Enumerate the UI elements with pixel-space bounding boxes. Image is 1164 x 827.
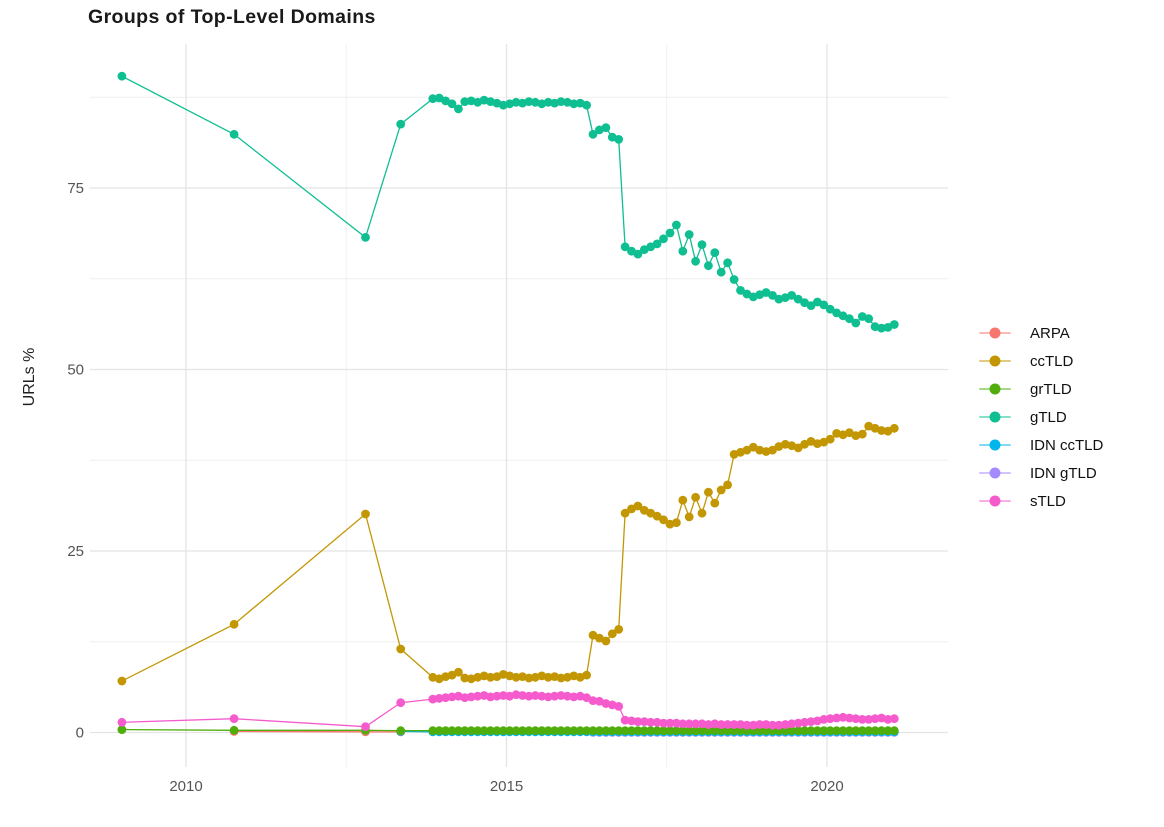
y-tick-label: 50 — [67, 362, 84, 379]
legend-label: sTLD — [1030, 492, 1066, 510]
legend-key-icon — [979, 411, 1011, 423]
legend-label: gTLD — [1030, 408, 1067, 426]
x-tick-label: 2015 — [490, 778, 523, 795]
x-tick-label: 2010 — [169, 778, 202, 795]
series-gtld — [117, 71, 899, 333]
legend-key-icon — [979, 355, 1011, 367]
legend-label: ccTLD — [1030, 352, 1074, 370]
legend-key-icon — [979, 327, 1011, 339]
legend-label: grTLD — [1030, 380, 1072, 398]
series-grtld — [117, 725, 899, 736]
legend-key-icon — [979, 495, 1011, 507]
legend-key-icon — [979, 439, 1011, 451]
axis-tick-labels: 0 25 50 75 2010 2015 2020 — [67, 180, 843, 795]
x-tick-label: 2020 — [810, 778, 843, 795]
legend-item-cctld: ccTLD — [979, 352, 1103, 370]
legend-item-idn-cctld: IDN ccTLD — [979, 436, 1104, 454]
gridlines — [90, 44, 948, 767]
y-tick-label: 0 — [76, 725, 84, 742]
legend-item-stld: sTLD — [979, 492, 1103, 510]
legend-label: ARPA — [1030, 324, 1070, 342]
legend-key-icon — [979, 467, 1011, 479]
series-arpa — [229, 727, 406, 737]
legend-item-gtld: gTLD — [979, 408, 1103, 426]
legend-item-idn-gtld: IDN gTLD — [979, 464, 1103, 482]
legend-label: IDN gTLD — [1030, 464, 1097, 482]
legend: ARPA ccTLD grTLD gTLD IDN ccTLD IDN gTLD sTLD — [979, 324, 1104, 510]
legend-item-grtld: grTLD — [979, 380, 1103, 398]
series-cctld — [117, 421, 899, 686]
legend-label: IDN ccTLD — [1030, 436, 1104, 454]
y-tick-label: 25 — [67, 543, 84, 560]
chart-title: Groups of Top-Level Domains — [88, 6, 376, 28]
y-tick-label: 75 — [67, 180, 84, 197]
legend-key-icon — [979, 383, 1011, 395]
legend-item-arpa: ARPA — [979, 324, 1103, 342]
series-stld — [117, 690, 899, 732]
